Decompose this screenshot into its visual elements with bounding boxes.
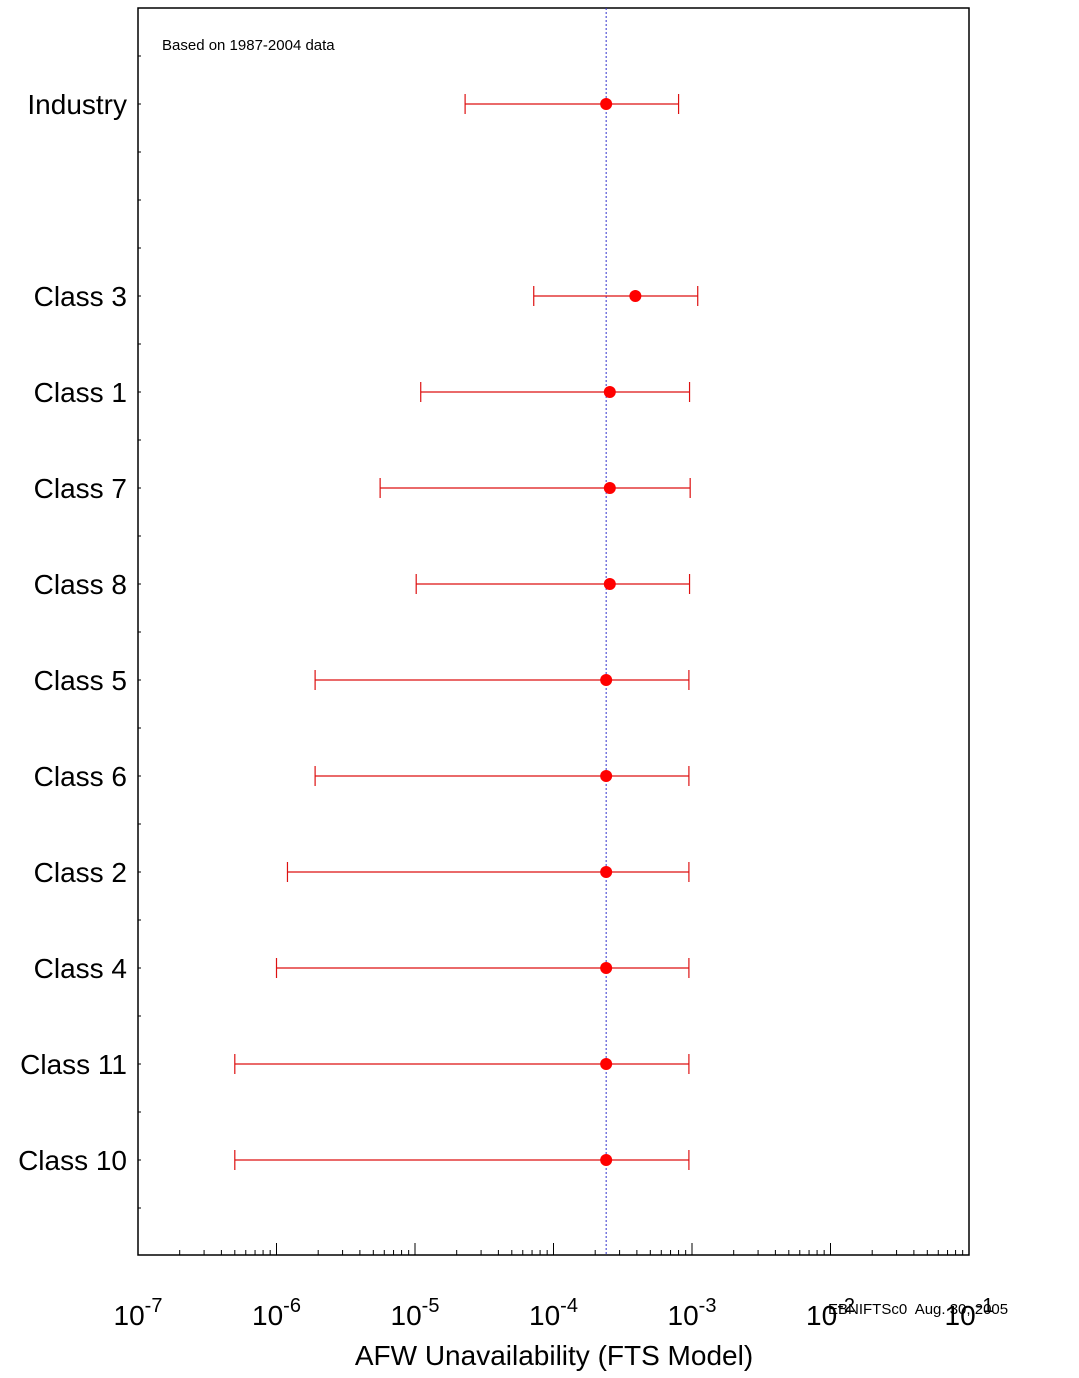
x-axis-label: AFW Unavailability (FTS Model) bbox=[354, 1340, 754, 1371]
axis-ticks-layer bbox=[137, 55, 970, 1255]
chart-annotation: Based on 1987-2004 data bbox=[162, 37, 335, 54]
x-tick-label: 10-4 bbox=[529, 1295, 578, 1331]
point-estimate bbox=[600, 770, 613, 782]
point-estimate bbox=[603, 386, 616, 398]
point-estimate bbox=[600, 98, 613, 110]
point-estimate bbox=[600, 866, 613, 878]
plot-frame-layer bbox=[137, 7, 970, 1256]
row-label: Class 4 bbox=[34, 953, 127, 984]
plot-frame bbox=[137, 7, 970, 1256]
row-label: Class 1 bbox=[34, 377, 127, 408]
row-label: Class 3 bbox=[34, 281, 127, 312]
point-estimate bbox=[600, 674, 613, 686]
row-label: Class 11 bbox=[20, 1049, 127, 1080]
point-estimate bbox=[600, 1154, 613, 1166]
row-label: Class 2 bbox=[34, 857, 127, 888]
x-tick-label: 10-1 bbox=[945, 1295, 994, 1331]
interval-marks-layer bbox=[234, 94, 699, 1170]
x-tick-label: 10-2 bbox=[806, 1295, 855, 1331]
row-label: Class 7 bbox=[34, 473, 127, 504]
row-label: Class 6 bbox=[34, 761, 127, 792]
row-label: Industry bbox=[27, 89, 127, 120]
row-label: Class 10 bbox=[18, 1145, 127, 1176]
point-estimate bbox=[603, 482, 616, 494]
x-tick-label: 10-3 bbox=[668, 1295, 717, 1331]
chart-footer: EBNIFTSc0 Aug. 30, 2005 bbox=[828, 1301, 1009, 1318]
row-label: Class 5 bbox=[34, 665, 127, 696]
point-estimate bbox=[629, 290, 642, 302]
point-estimate bbox=[600, 962, 613, 974]
labels-layer: 10-7 10-6 10-5 10-4 10-3 10-2 10-1 Industry Clas… bbox=[18, 89, 993, 1331]
point-estimate bbox=[600, 1058, 613, 1070]
x-tick-label: 10-6 bbox=[252, 1295, 301, 1331]
x-tick-label: 10-7 bbox=[114, 1295, 163, 1331]
x-tick-label: 10-5 bbox=[391, 1295, 440, 1331]
row-label: Class 8 bbox=[34, 569, 127, 600]
point-estimate bbox=[603, 578, 616, 590]
